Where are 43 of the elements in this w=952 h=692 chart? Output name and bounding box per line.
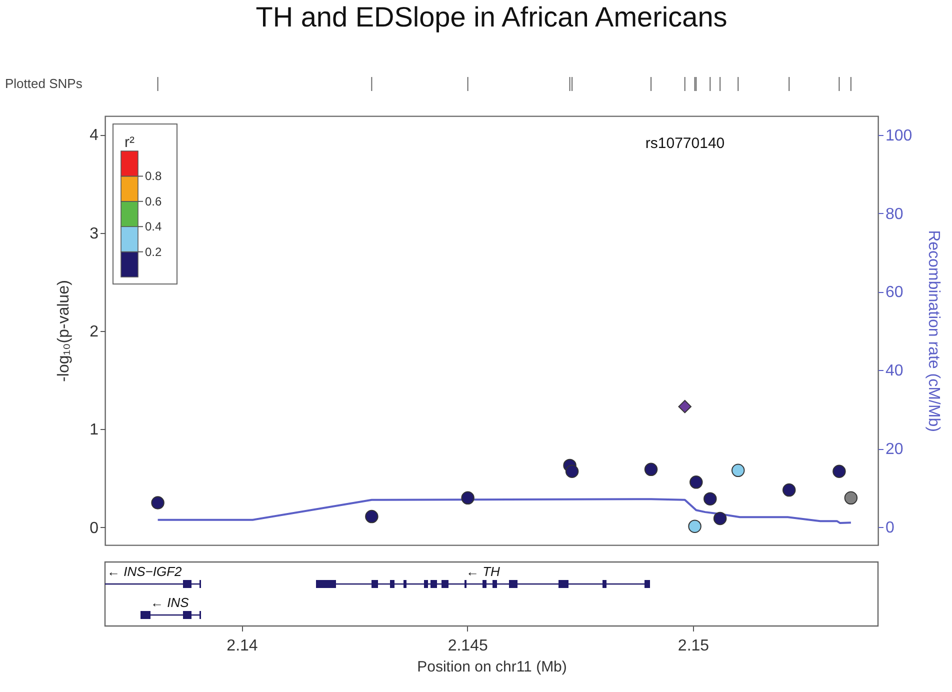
point bbox=[731, 464, 745, 478]
point bbox=[782, 483, 796, 497]
line-series bbox=[156, 498, 852, 524]
point bbox=[832, 464, 846, 478]
point bbox=[688, 520, 702, 533]
chart-title: r² bbox=[124, 134, 134, 151]
y2-tick-label: 100 bbox=[886, 127, 912, 144]
y2-tick-label: 80 bbox=[886, 206, 904, 223]
point bbox=[713, 512, 727, 526]
annotation: rs10770140 bbox=[645, 135, 725, 152]
y-tick-label: 0.8 bbox=[145, 169, 162, 184]
y2-tick-label: 0 bbox=[886, 519, 894, 536]
point bbox=[704, 492, 717, 506]
text: ← INS bbox=[150, 595, 190, 610]
x-tick-label: 2.145 bbox=[448, 638, 488, 654]
y-tick-label: 4 bbox=[90, 127, 99, 144]
chart-title: TH and EDSlope in African Americans bbox=[256, 2, 728, 32]
y2-axis-title: Recombination rate (cM/Mb) bbox=[925, 230, 942, 432]
y-tick-label: 2 bbox=[90, 323, 99, 340]
text: ← TH bbox=[466, 564, 501, 579]
text: Plotted SNPs bbox=[5, 76, 83, 91]
y-tick-label: 0.2 bbox=[145, 244, 162, 259]
point bbox=[644, 462, 658, 476]
point bbox=[565, 464, 579, 478]
y-tick-label: 3 bbox=[90, 225, 99, 242]
y-tick-label: 0.6 bbox=[145, 194, 162, 208]
x-axis-title: Position on chr11 (Mb) bbox=[417, 658, 567, 676]
y-tick-label: 0.4 bbox=[145, 220, 162, 234]
point bbox=[844, 491, 858, 504]
x-tick-label: 2.14 bbox=[226, 638, 258, 654]
y2-tick-label: 60 bbox=[886, 284, 904, 302]
y-axis-title: -log₁₀(p-value) bbox=[56, 280, 73, 382]
point bbox=[678, 400, 692, 414]
y2-tick-label: 40 bbox=[886, 362, 904, 380]
y-tick-label: 1 bbox=[90, 422, 99, 439]
y2-tick-label: 20 bbox=[886, 441, 904, 458]
point bbox=[151, 496, 164, 510]
point bbox=[690, 476, 703, 489]
x-tick-label: 2.15 bbox=[678, 638, 710, 654]
point bbox=[365, 510, 378, 524]
point bbox=[461, 491, 474, 504]
y-tick-label: 0 bbox=[90, 520, 99, 537]
text: ← INS−IGF2 bbox=[107, 564, 183, 579]
